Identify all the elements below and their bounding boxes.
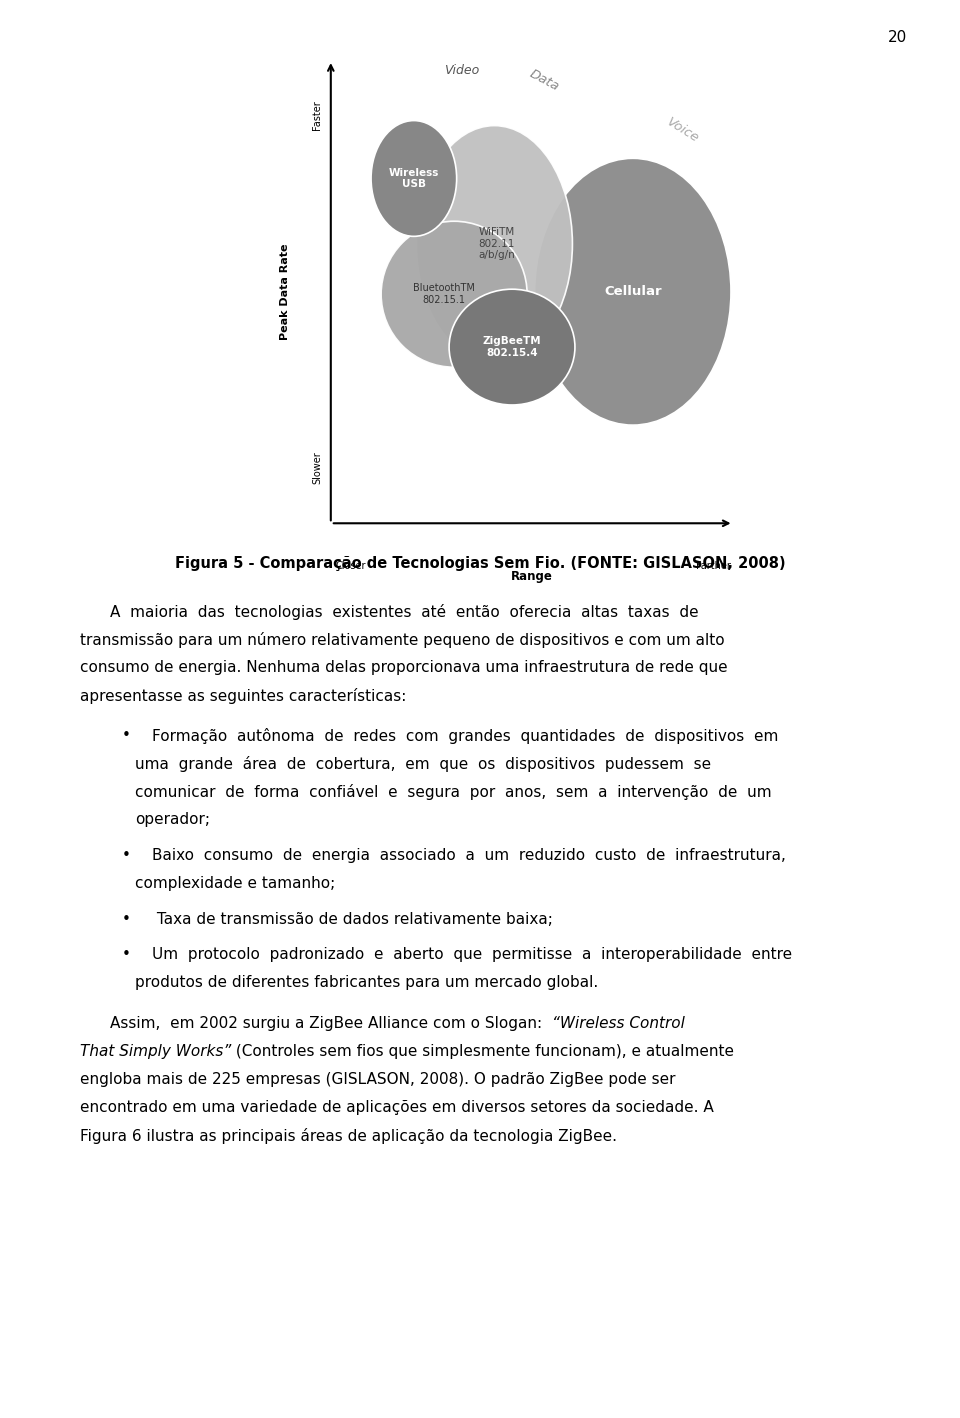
Ellipse shape <box>535 159 731 425</box>
Text: complexidade e tamanho;: complexidade e tamanho; <box>135 876 336 891</box>
Text: Closer: Closer <box>336 562 366 571</box>
Text: engloba mais de 225 empresas (GISLASON, 2008). O padrão ZigBee pode ser: engloba mais de 225 empresas (GISLASON, … <box>80 1072 675 1088</box>
Ellipse shape <box>449 289 575 406</box>
Text: Assim,  em 2002 surgiu a ZigBee Alliance com o Slogan:: Assim, em 2002 surgiu a ZigBee Alliance … <box>110 1017 552 1031</box>
Text: BluetoothTM
802.15.1: BluetoothTM 802.15.1 <box>413 284 475 305</box>
Text: •: • <box>121 947 131 963</box>
Ellipse shape <box>372 121 457 237</box>
Text: “Wireless Control: “Wireless Control <box>552 1017 685 1031</box>
Text: Slower: Slower <box>312 451 323 485</box>
Text: Data: Data <box>528 67 562 94</box>
Text: uma  grande  área  de  cobertura,  em  que  os  dispositivos  pudessem  se: uma grande área de cobertura, em que os … <box>135 756 711 773</box>
Text: transmissão para um número relativamente pequeno de dispositivos e com um alto: transmissão para um número relativamente… <box>80 632 724 648</box>
Text: Voice: Voice <box>664 116 702 146</box>
Text: Um  protocolo  padronizado  e  aberto  que  permitisse  a  interoperabilidade  e: Um protocolo padronizado e aberto que pe… <box>152 947 792 963</box>
Text: Formação  autônoma  de  redes  com  grandes  quantidades  de  dispositivos  em: Formação autônoma de redes com grandes q… <box>152 729 778 744</box>
Text: WiFiTM
802.11
a/b/g/n: WiFiTM 802.11 a/b/g/n <box>478 227 516 261</box>
Text: Cellular: Cellular <box>604 285 661 298</box>
Text: Video: Video <box>444 64 479 77</box>
Text: Figura 6 ilustra as principais áreas de aplicação da tecnologia ZigBee.: Figura 6 ilustra as principais áreas de … <box>80 1127 616 1144</box>
Text: Farther: Farther <box>696 562 731 571</box>
Text: Peak Data Rate: Peak Data Rate <box>280 244 291 340</box>
Text: Taxa de transmissão de dados relativamente baixa;: Taxa de transmissão de dados relativamen… <box>152 912 553 926</box>
Text: Faster: Faster <box>312 101 323 130</box>
Text: (Controles sem fios que simplesmente funcionam), e atualmente: (Controles sem fios que simplesmente fun… <box>231 1044 734 1059</box>
Text: ZigBeeTM
802.15.4: ZigBeeTM 802.15.4 <box>483 336 541 357</box>
Text: Figura 5 - Comparação de Tecnologias Sem Fio. (FONTE: GISLASON, 2008): Figura 5 - Comparação de Tecnologias Sem… <box>175 556 785 571</box>
Text: comunicar  de  forma  confiável  e  segura  por  anos,  sem  a  intervenção  de : comunicar de forma confiável e segura po… <box>135 784 772 800</box>
Text: •: • <box>121 848 131 864</box>
Text: Wireless
USB: Wireless USB <box>389 167 439 189</box>
Text: A  maioria  das  tecnologias  existentes  até  então  oferecia  altas  taxas  de: A maioria das tecnologias existentes até… <box>110 604 699 620</box>
Text: apresentasse as seguintes características:: apresentasse as seguintes característica… <box>80 688 406 703</box>
Text: 20: 20 <box>888 30 907 45</box>
Text: •: • <box>121 912 131 926</box>
Text: •: • <box>121 729 131 743</box>
Text: Range: Range <box>512 570 553 583</box>
Text: Baixo  consumo  de  energia  associado  a  um  reduzido  custo  de  infraestrutu: Baixo consumo de energia associado a um … <box>152 848 785 864</box>
Ellipse shape <box>381 221 527 367</box>
Text: That Simply Works”: That Simply Works” <box>80 1044 231 1059</box>
Text: consumo de energia. Nenhuma delas proporcionava uma infraestrutura de rede que: consumo de energia. Nenhuma delas propor… <box>80 659 728 675</box>
Text: produtos de diferentes fabricantes para um mercado global.: produtos de diferentes fabricantes para … <box>135 976 599 990</box>
Text: encontrado em uma variedade de aplicações em diversos setores da sociedade. A: encontrado em uma variedade de aplicaçõe… <box>80 1100 713 1115</box>
Text: operador;: operador; <box>135 813 210 827</box>
Ellipse shape <box>417 126 572 362</box>
